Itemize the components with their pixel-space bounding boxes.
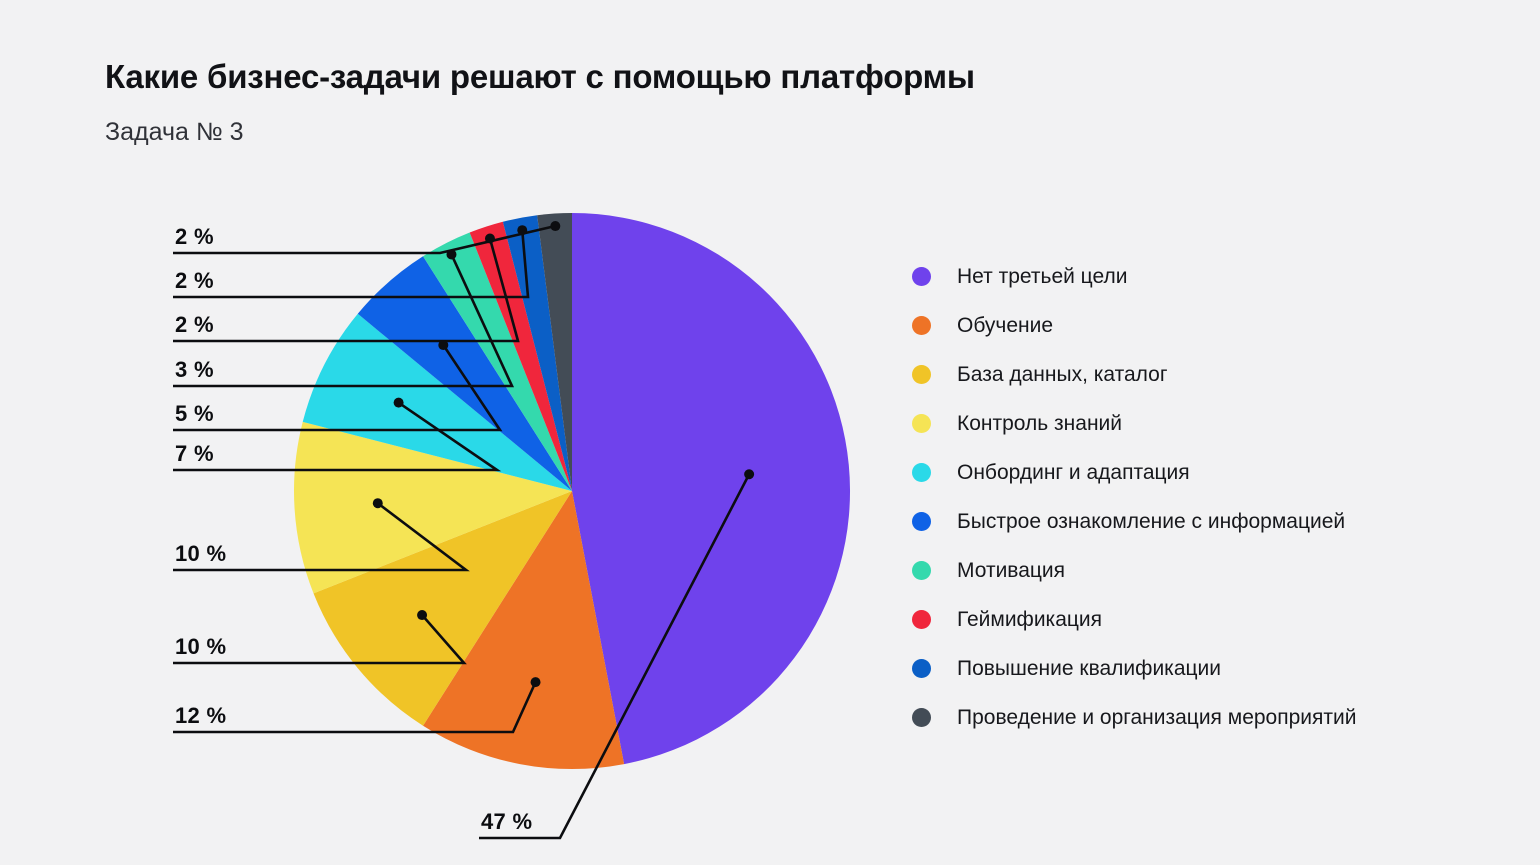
legend-item-label: Обучение: [957, 314, 1054, 337]
legend-item[interactable]: Быстрое ознакомление с информацией: [912, 497, 1512, 546]
slice-percent-label: 7 %: [175, 441, 214, 466]
leader-line-endpoint-dot: [417, 610, 428, 621]
leader-line: [173, 502, 470, 572]
slice-percent-label: 2 %: [175, 312, 214, 337]
chart-legend: Нет третьей цели Обучение База данных, кат…: [912, 252, 1512, 742]
pie-slice[interactable]: [469, 221, 572, 492]
leader-line-endpoint-dot: [446, 249, 457, 260]
pie-chart-area: [173, 213, 851, 840]
legend-color-swatch-icon: [912, 512, 931, 531]
leader-line: [173, 681, 537, 734]
leader-line: [479, 473, 751, 840]
leader-line-endpoint-dot: [517, 225, 528, 236]
legend-item[interactable]: Обучение: [912, 301, 1512, 350]
slice-percent-label: 2 %: [175, 268, 214, 293]
page-subtitle: Задача № 3: [105, 118, 244, 146]
legend-item-label: База данных, каталог: [957, 363, 1168, 386]
pie-slice[interactable]: [357, 256, 572, 491]
legend-color-swatch-icon: [912, 561, 931, 580]
legend-item[interactable]: Проведение и организация мероприятий: [912, 693, 1512, 742]
leader-line-endpoint-dot: [372, 498, 383, 509]
pie-slice[interactable]: [293, 421, 572, 594]
legend-item[interactable]: Мотивация: [912, 546, 1512, 595]
slice-percent-label: 10 %: [175, 541, 227, 566]
legend-item[interactable]: Онбординг и адаптация: [912, 448, 1512, 497]
slice-percent-label: 2 %: [175, 224, 214, 249]
leader-line: [173, 224, 556, 255]
legend-item[interactable]: Повышение квалификации: [912, 644, 1512, 693]
legend-item-label: Проведение и организация мероприятий: [957, 706, 1357, 729]
legend-color-swatch-icon: [912, 610, 931, 629]
pie-slice[interactable]: [537, 213, 572, 491]
slice-percent-label: 5 %: [175, 401, 214, 426]
legend-item-label: Нет третьей цели: [957, 265, 1128, 288]
legend-item-label: Геймификация: [957, 608, 1103, 631]
leader-line-endpoint-dot: [744, 469, 755, 480]
leader-line: [173, 614, 467, 665]
leader-line: [173, 253, 515, 388]
legend-item-label: Онбординг и адаптация: [957, 461, 1190, 484]
slice-percent-label: 47 %: [481, 809, 533, 834]
legend-item-label: Быстрое ознакомление с информацией: [957, 510, 1346, 533]
legend-color-swatch-icon: [912, 365, 931, 384]
pie-slice[interactable]: [572, 213, 851, 765]
legend-item[interactable]: Нет третьей цели: [912, 252, 1512, 301]
slice-percent-label: 10 %: [175, 634, 227, 659]
slice-percent-label: 12 %: [175, 703, 227, 728]
pie-slice[interactable]: [302, 313, 572, 491]
legend-color-swatch-icon: [912, 463, 931, 482]
leader-line: [173, 401, 502, 472]
page-title: Какие бизнес-задачи решают с помощью пла…: [105, 58, 975, 95]
leader-lines-group: [173, 221, 755, 840]
legend-color-swatch-icon: [912, 267, 931, 286]
legend-item-label: Повышение квалификации: [957, 657, 1221, 680]
legend-color-swatch-icon: [912, 414, 931, 433]
legend-color-swatch-icon: [912, 316, 931, 335]
legend-item-label: Мотивация: [957, 559, 1066, 582]
leader-line-endpoint-dot: [550, 221, 561, 232]
leader-line: [173, 344, 503, 432]
leader-line-endpoint-dot: [438, 340, 449, 351]
pie-slice[interactable]: [423, 491, 625, 770]
legend-item[interactable]: База данных, каталог: [912, 350, 1512, 399]
leader-line-endpoint-dot: [484, 233, 495, 244]
leader-line: [173, 238, 520, 343]
pie-chart-svg: [173, 213, 851, 840]
slice-percent-label: 3 %: [175, 357, 214, 382]
pie-slice[interactable]: [502, 215, 572, 491]
legend-item[interactable]: Контроль знаний: [912, 399, 1512, 448]
legend-item[interactable]: Геймификация: [912, 595, 1512, 644]
legend-color-swatch-icon: [912, 659, 931, 678]
legend-item-label: Контроль знаний: [957, 412, 1123, 435]
leader-line-endpoint-dot: [530, 677, 541, 688]
leader-line-endpoint-dot: [393, 397, 404, 408]
pie-slice[interactable]: [313, 491, 572, 726]
leader-line: [173, 230, 530, 299]
legend-color-swatch-icon: [912, 708, 931, 727]
